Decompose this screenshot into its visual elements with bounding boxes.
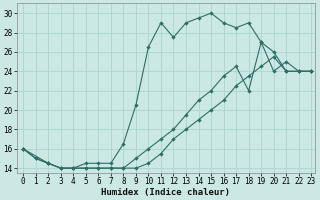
X-axis label: Humidex (Indice chaleur): Humidex (Indice chaleur) bbox=[101, 188, 230, 197]
